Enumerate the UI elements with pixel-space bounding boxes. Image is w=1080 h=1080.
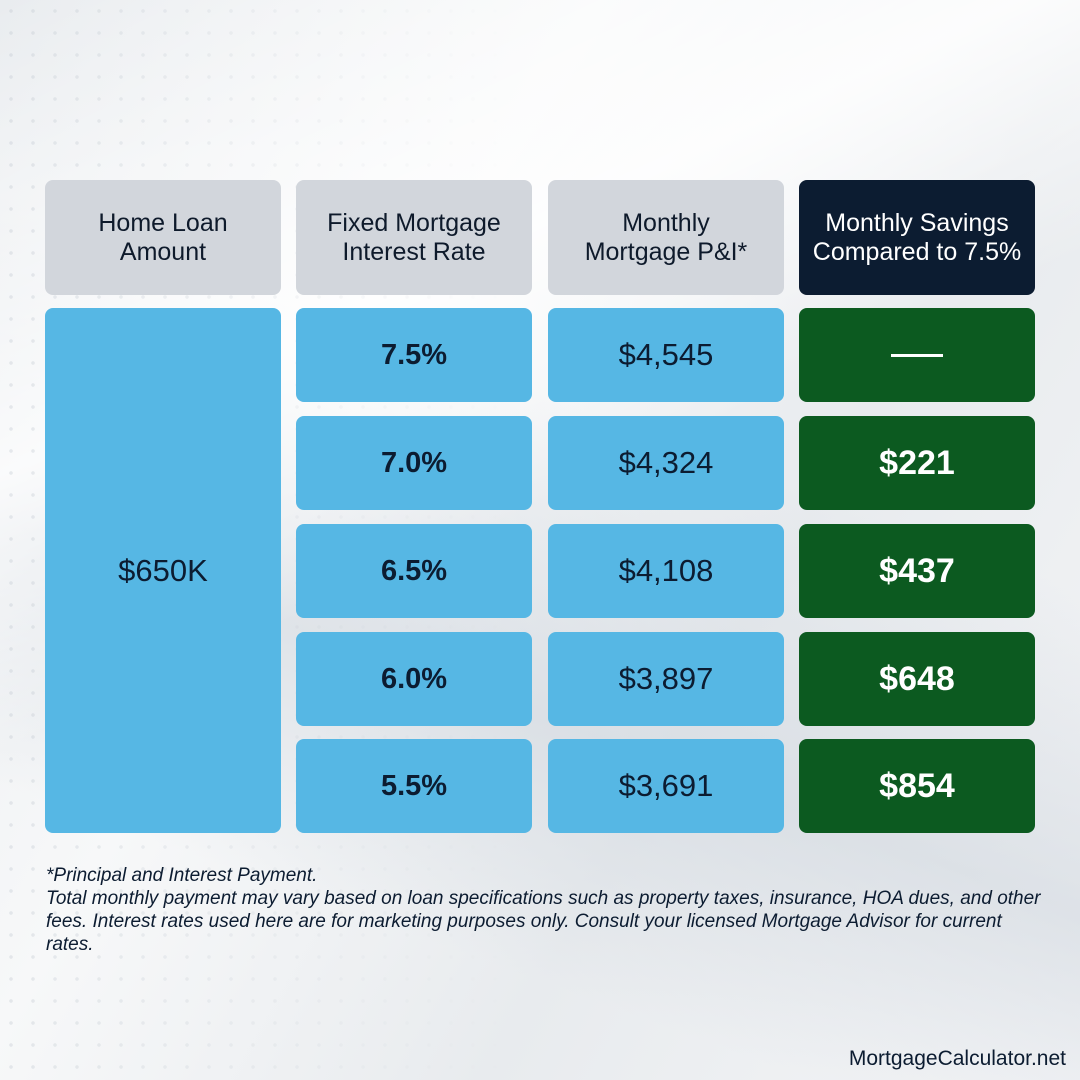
- savings-cell: [799, 308, 1035, 402]
- savings-cell: $437: [799, 524, 1035, 618]
- footnote-line-2: Total monthly payment may vary based on …: [46, 888, 1041, 955]
- loan-amount-cell: $650K: [45, 308, 281, 833]
- header-monthly-payment: Monthly Mortgage P&I*: [548, 180, 784, 295]
- payment-cell: $4,324: [548, 416, 784, 510]
- payment-cell: $3,897: [548, 632, 784, 726]
- header-interest-rate: Fixed Mortgage Interest Rate: [296, 180, 532, 295]
- no-savings-dash: [891, 353, 943, 357]
- rate-cell: 6.0%: [296, 632, 532, 726]
- rate-cell: 7.0%: [296, 416, 532, 510]
- payment-cell: $3,691: [548, 739, 784, 833]
- payment-cell: $4,545: [548, 308, 784, 402]
- savings-cell: $221: [799, 416, 1035, 510]
- header-home-loan-amount: Home Loan Amount: [45, 180, 281, 295]
- footnote: *Principal and Interest Payment. Total m…: [46, 864, 1046, 956]
- savings-cell: $854: [799, 739, 1035, 833]
- savings-cell: $648: [799, 632, 1035, 726]
- rate-cell: 5.5%: [296, 739, 532, 833]
- rate-cell: 6.5%: [296, 524, 532, 618]
- brand-watermark: MortgageCalculator.net: [848, 1047, 1066, 1070]
- footnote-line-1: *Principal and Interest Payment.: [46, 865, 318, 886]
- header-monthly-savings: Monthly Savings Compared to 7.5%: [799, 180, 1035, 295]
- rate-cell: 7.5%: [296, 308, 532, 402]
- payment-cell: $4,108: [548, 524, 784, 618]
